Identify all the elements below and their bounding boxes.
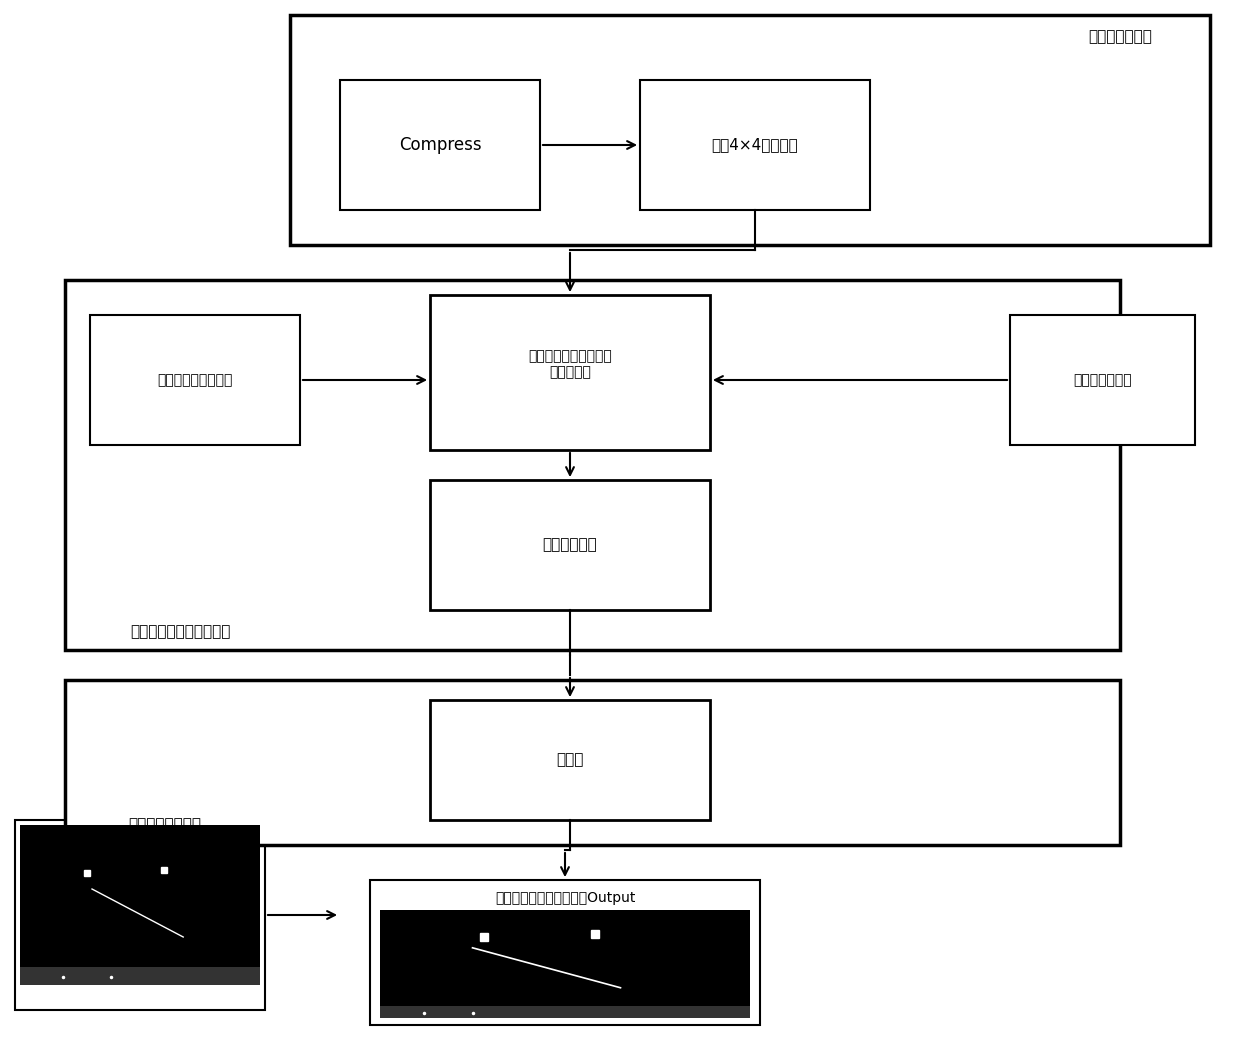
Bar — [20, 967, 260, 985]
Text: Compress: Compress — [399, 137, 481, 154]
Text: 选择4×4的嵌入块: 选择4×4的嵌入块 — [712, 138, 799, 152]
Bar — [640, 80, 870, 210]
Bar — [379, 910, 750, 1018]
Text: 依据二维直方图嵌入信息: 依据二维直方图嵌入信息 — [130, 624, 231, 640]
Bar — [430, 295, 711, 450]
Text: 嵌入块位置选择: 嵌入块位置选择 — [1087, 29, 1152, 45]
Text: 将编码为码流文件: 将编码为码流文件 — [129, 818, 201, 833]
Bar — [64, 280, 1120, 650]
Bar — [340, 80, 539, 210]
Bar — [379, 1006, 750, 1018]
Bar — [1011, 315, 1195, 445]
Bar — [290, 15, 1210, 245]
Bar — [15, 820, 265, 1010]
Text: 秘密信息预处理: 秘密信息预处理 — [1073, 373, 1132, 387]
Bar — [91, 315, 300, 445]
Text: 二维直方图平滑规则: 二维直方图平滑规则 — [157, 373, 233, 387]
Text: 随机选择两个高频系数
组成系数对: 随机选择两个高频系数 组成系数对 — [528, 349, 611, 379]
Bar — [20, 825, 260, 985]
Text: 原始视频序列Input: 原始视频序列Input — [97, 832, 184, 845]
Text: 含有秘密信息的载体视频Output: 含有秘密信息的载体视频Output — [495, 891, 635, 905]
Text: 嵌入秘密信息: 嵌入秘密信息 — [543, 538, 598, 552]
Bar — [370, 880, 760, 1025]
Bar — [430, 480, 711, 610]
Text: 将编码: 将编码 — [557, 752, 584, 768]
Bar — [430, 700, 711, 820]
Bar — [64, 680, 1120, 845]
